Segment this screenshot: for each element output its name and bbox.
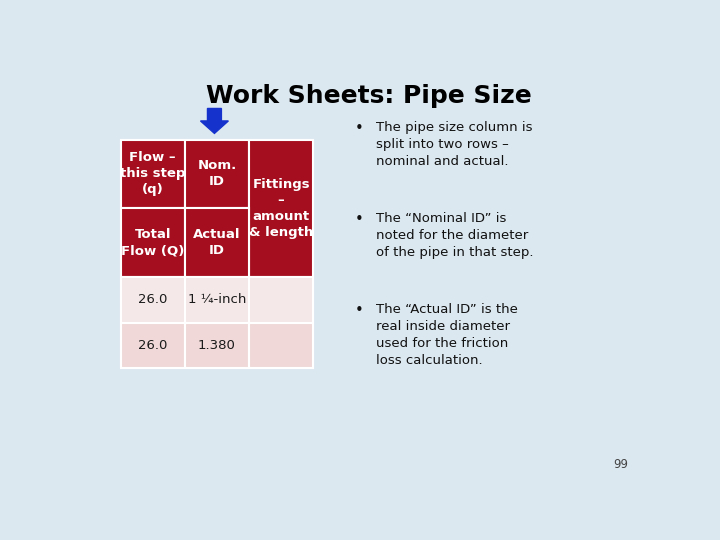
Bar	[249, 322, 313, 368]
Text: Nom.
ID: Nom. ID	[197, 159, 237, 188]
FancyArrow shape	[200, 109, 228, 133]
Text: •: •	[355, 212, 364, 227]
Bar	[249, 277, 313, 322]
Bar	[121, 208, 185, 277]
Text: Flow –
this step
(q): Flow – this step (q)	[120, 151, 186, 197]
Text: •: •	[355, 303, 364, 318]
Text: Actual
ID: Actual ID	[193, 228, 240, 257]
Text: Total
Flow (Q): Total Flow (Q)	[121, 228, 184, 257]
Text: 1.380: 1.380	[198, 339, 236, 352]
Text: The “Nominal ID” is
noted for the diameter
of the pipe in that step.: The “Nominal ID” is noted for the diamet…	[377, 212, 534, 259]
Bar	[121, 322, 185, 368]
Text: Fittings
–
amount
& length: Fittings – amount & length	[249, 178, 313, 239]
Bar	[249, 140, 313, 277]
Text: The “Actual ID” is the
real inside diameter
used for the friction
loss calculati: The “Actual ID” is the real inside diame…	[377, 303, 518, 367]
Bar	[185, 208, 249, 277]
Bar	[185, 140, 249, 208]
Text: 26.0: 26.0	[138, 339, 168, 352]
Text: •: •	[355, 121, 364, 136]
Text: 99: 99	[613, 458, 629, 471]
Bar	[185, 277, 249, 322]
Text: 1 ¼-inch: 1 ¼-inch	[188, 293, 246, 306]
Bar	[121, 277, 185, 322]
Bar	[185, 322, 249, 368]
Text: The pipe size column is
split into two rows –
nominal and actual.: The pipe size column is split into two r…	[377, 121, 533, 168]
Text: Work Sheets: Pipe Size: Work Sheets: Pipe Size	[206, 84, 532, 108]
Bar	[121, 140, 185, 208]
Text: 26.0: 26.0	[138, 293, 168, 306]
